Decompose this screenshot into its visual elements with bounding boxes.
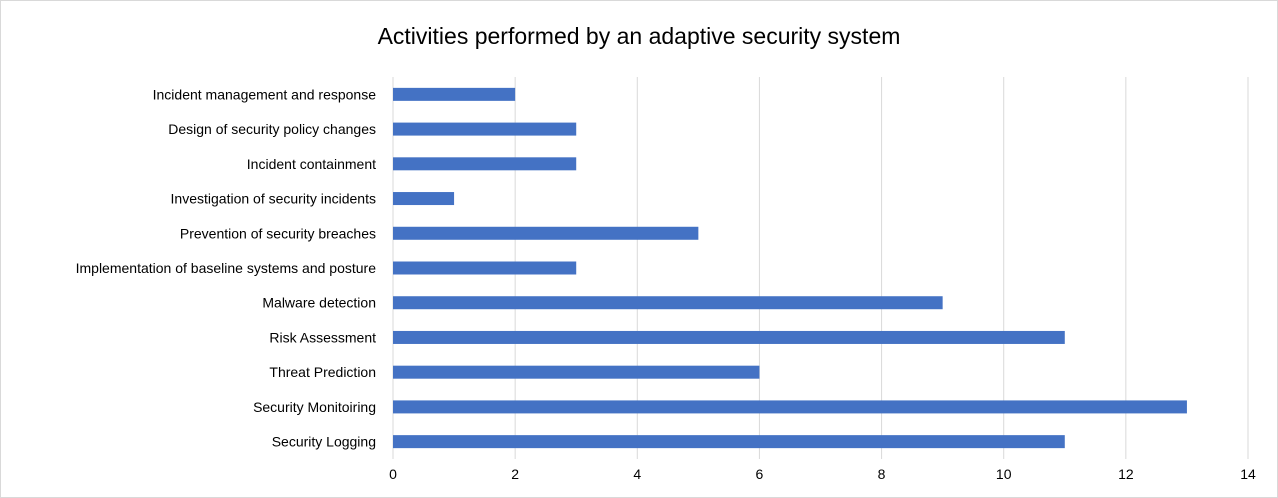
category-label: Security Logging	[272, 434, 376, 450]
bars	[393, 87, 1187, 449]
x-tick-label: 10	[996, 466, 1012, 482]
category-label: Threat Prediction	[269, 364, 376, 380]
category-label: Security Monitoiring	[253, 399, 376, 415]
category-label: Investigation of security incidents	[171, 191, 376, 207]
bar	[393, 435, 1065, 449]
bar	[393, 330, 1065, 344]
category-label: Prevention of security breaches	[180, 225, 376, 241]
x-tick-label: 0	[389, 466, 397, 482]
bar	[393, 87, 516, 101]
category-label: Incident containment	[247, 156, 376, 172]
bar	[393, 365, 760, 379]
x-axis-tick-labels: 0 2 4 6 8 10 12 14	[389, 466, 1256, 482]
category-label: Implementation of baseline systems and p…	[76, 260, 377, 276]
x-tick-label: 12	[1118, 466, 1134, 482]
x-tick-label: 2	[511, 466, 519, 482]
category-label: Incident management and response	[153, 86, 377, 102]
bar	[393, 192, 455, 206]
x-tick-label: 8	[878, 466, 886, 482]
category-label: Design of security policy changes	[168, 121, 376, 137]
bar	[393, 226, 699, 240]
bar	[393, 261, 577, 275]
bar	[393, 157, 577, 171]
bar	[393, 296, 943, 310]
x-tick-label: 14	[1240, 466, 1256, 482]
bar	[393, 400, 1187, 414]
category-label: Malware detection	[262, 295, 376, 311]
category-labels: Incident management and response Design o…	[76, 86, 377, 449]
x-tick-label: 4	[633, 466, 641, 482]
chart-title: Activities performed by an adaptive secu…	[377, 23, 901, 49]
bar	[393, 122, 577, 136]
x-tick-label: 6	[756, 466, 764, 482]
category-label: Risk Assessment	[269, 329, 376, 345]
